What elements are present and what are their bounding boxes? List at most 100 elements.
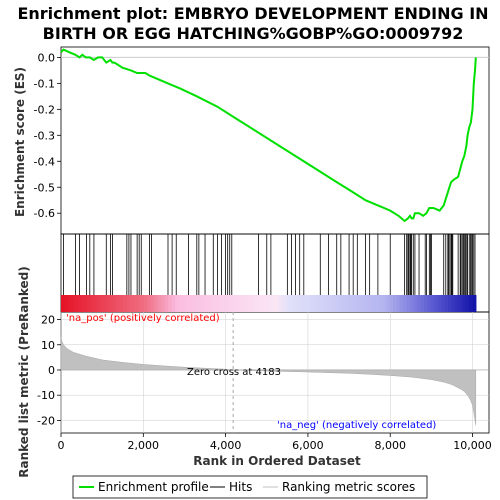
color-bar-segment	[427, 295, 432, 312]
color-bar-segment	[306, 295, 311, 312]
color-bar-segment	[137, 295, 142, 312]
color-bar-segment	[268, 295, 273, 312]
color-bar-segment	[192, 295, 197, 312]
color-bar-segment	[458, 295, 463, 312]
color-bar-segment	[216, 295, 221, 312]
color-bar-segment	[413, 295, 418, 312]
legend: Enrichment profile Hits Ranking metric s…	[72, 475, 428, 499]
x-axis: 0 2,000 4,000 6,000 8,000 10,000	[58, 433, 492, 452]
enrichment-profile-line	[60, 48, 477, 223]
color-bar-segment	[330, 295, 335, 312]
color-bar-segment	[403, 295, 408, 312]
color-bar-segment	[85, 295, 90, 312]
color-bar-segment	[244, 295, 249, 312]
color-bar-segment	[254, 295, 259, 312]
color-bar-segment	[116, 295, 121, 312]
color-bar-segment	[61, 295, 66, 312]
color-bar-segment	[365, 295, 370, 312]
color-bar-segment	[282, 295, 287, 312]
color-bar-segment	[126, 295, 131, 312]
color-bar-segment	[181, 295, 187, 312]
color-bar-segment	[237, 295, 242, 312]
color-bar-segment	[64, 295, 69, 312]
color-bar-segment	[285, 295, 290, 312]
color-bar-segment	[119, 295, 124, 312]
color-bar-segment	[168, 295, 173, 312]
color-bar-segment	[185, 295, 190, 312]
color-bar-segment	[389, 295, 394, 312]
color-bar-segment	[337, 295, 342, 312]
es-y-tick-label: -0.3	[34, 129, 55, 142]
color-bar-segment	[261, 295, 266, 312]
na-neg-label: 'na_neg' (negatively correlated)	[277, 420, 436, 431]
color-bar-segment	[178, 295, 183, 312]
color-bar-segment	[382, 295, 387, 312]
color-bar-segment	[78, 295, 83, 312]
metric-y-tick-label: 0	[48, 364, 55, 377]
color-bar-segment	[133, 295, 138, 312]
color-bar-segment	[220, 295, 225, 312]
color-bar-segment	[247, 295, 252, 312]
color-bar-segment	[344, 295, 349, 312]
color-bar-segment	[199, 295, 204, 312]
color-bar-segment	[157, 295, 162, 312]
color-bar-segment	[81, 295, 86, 312]
color-bar-segment	[437, 295, 442, 312]
color-bar-segment	[213, 295, 218, 312]
color-bar-segment	[379, 295, 384, 312]
color-bar-segment	[323, 295, 328, 312]
es-y-tick-label: -0.6	[34, 207, 55, 220]
color-bar-segment	[226, 295, 231, 312]
metric-y-tick-label: -10	[37, 389, 55, 402]
color-bar-segment	[396, 295, 401, 312]
es-y-tick-label: -0.2	[34, 103, 55, 116]
legend-metric-label: Ranking metric scores	[282, 480, 415, 494]
color-bar-segment	[465, 295, 470, 312]
color-bar-segment	[289, 295, 294, 312]
color-bar-segment	[441, 295, 446, 312]
color-bar-segment	[341, 295, 346, 312]
color-bar-segment	[154, 295, 159, 312]
rank-color-bar	[61, 295, 477, 312]
color-bar-segment	[109, 295, 114, 312]
es-y-axis-title: Enrichment score (ES)	[13, 67, 27, 217]
color-bar-segment	[296, 295, 301, 312]
color-bar-segment	[316, 295, 321, 312]
color-bar-segment	[271, 295, 276, 312]
color-bar-segment	[354, 295, 359, 312]
color-bar-segment	[171, 295, 176, 312]
color-bar-segment	[143, 295, 149, 312]
x-tick-label: 0	[58, 439, 65, 452]
color-bar-segment	[368, 295, 373, 312]
color-bar-segment	[67, 295, 72, 312]
color-bar-segment	[462, 295, 467, 312]
x-tick-label: 2,000	[128, 439, 160, 452]
es-panel-frame	[60, 46, 490, 235]
es-y-axis: 0.0 -0.1 -0.2 -0.3 -0.4 -0.5 -0.6	[34, 51, 61, 220]
metric-y-tick-label: 20	[41, 314, 55, 327]
color-bar-segment	[233, 295, 238, 312]
color-bar-segment	[420, 295, 425, 312]
x-tick-label: 8,000	[374, 439, 406, 452]
metric-y-axis-title: Ranked list metric (PreRanked)	[17, 266, 31, 478]
legend-hits-label: Hits	[229, 480, 252, 494]
color-bar-segment	[195, 295, 200, 312]
color-bar-segment	[147, 295, 152, 312]
legend-es-label: Enrichment profile	[98, 480, 209, 494]
color-bar-segment	[161, 295, 166, 312]
zero-cross-label: Zero cross at 4183	[187, 367, 281, 378]
color-bar-segment	[92, 295, 97, 312]
color-bar-segment	[361, 295, 366, 312]
color-bar-segment	[223, 295, 228, 312]
metric-y-tick-label: 10	[41, 339, 55, 352]
color-bar-segment	[309, 295, 314, 312]
color-bar-segment	[251, 295, 256, 312]
color-bar-segment	[112, 295, 117, 312]
color-bar-segment	[417, 295, 422, 312]
color-bar-segment	[188, 295, 193, 312]
legend-box	[72, 475, 428, 499]
color-bar-segment	[385, 295, 391, 312]
color-bar-segment	[358, 295, 363, 312]
color-bar-segment	[399, 295, 404, 312]
